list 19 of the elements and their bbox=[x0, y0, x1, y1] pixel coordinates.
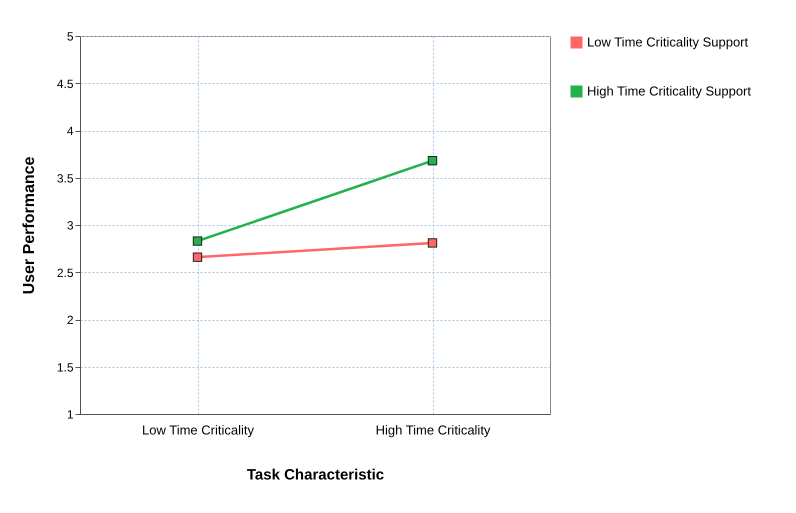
point bbox=[428, 156, 438, 166]
legend-label: Low Time Criticality Support bbox=[587, 34, 748, 50]
y-tick-label: 3.5 bbox=[56, 171, 74, 186]
y-axis-title: User Performance bbox=[20, 156, 38, 294]
y-tick-label: 4 bbox=[66, 124, 74, 138]
point bbox=[428, 238, 438, 248]
legend-label: High Time Criticality Support bbox=[587, 84, 752, 98]
point bbox=[192, 252, 202, 262]
y-tick-label: 2.5 bbox=[56, 266, 74, 280]
x-tick-label: Low Time Criticality bbox=[142, 422, 254, 438]
point bbox=[192, 236, 202, 246]
y-tick-label: 2 bbox=[66, 313, 74, 327]
x-tick-label: High Time Criticality bbox=[376, 422, 491, 438]
y-tick-label: 1 bbox=[66, 408, 74, 422]
x-axis-title: Task Characteristic bbox=[246, 466, 384, 484]
y-tick-label: 1.5 bbox=[56, 360, 74, 374]
y-tick-label: 5 bbox=[66, 30, 74, 44]
y-tick-label: 4.5 bbox=[56, 76, 74, 91]
y-tick-label: 3 bbox=[66, 218, 74, 232]
